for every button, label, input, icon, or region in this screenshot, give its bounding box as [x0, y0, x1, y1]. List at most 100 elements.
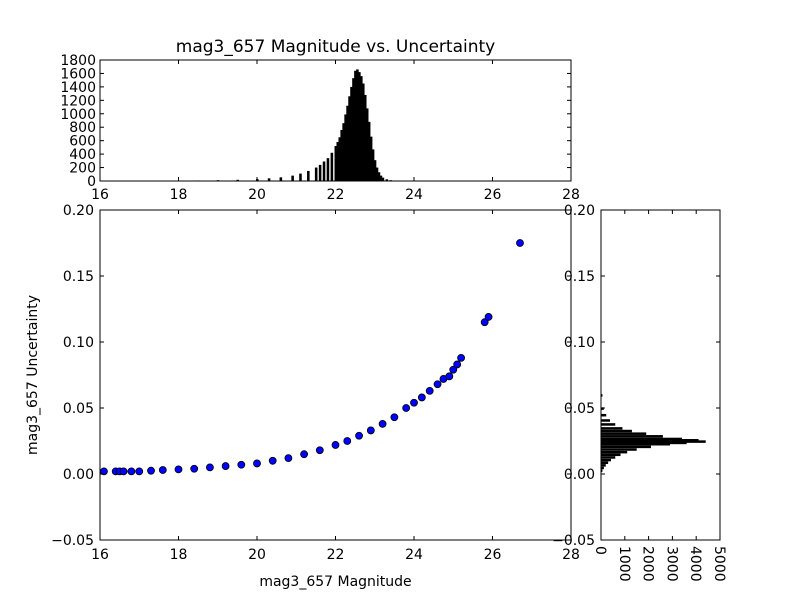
- top-x-tick-label: 28: [562, 187, 580, 203]
- scatter-point: [147, 466, 155, 475]
- top-y-tick-label: 1600: [60, 66, 96, 82]
- right-x-tick-label: 2000: [640, 546, 656, 582]
- top-histogram-bar: [340, 129, 343, 181]
- top-histogram-bar: [299, 173, 302, 181]
- right-histogram-bar: [601, 448, 637, 451]
- right-histogram-bar: [601, 435, 663, 438]
- scatter-x-tick-label: 26: [484, 547, 502, 563]
- top-histogram-bar: [358, 72, 361, 181]
- right-histogram-bar: [601, 439, 699, 442]
- x-axis-label: mag3_657 Magnitude: [259, 574, 411, 590]
- right-histogram-bar: [601, 407, 604, 410]
- scatter-point: [378, 419, 387, 428]
- scatter-point: [449, 365, 458, 374]
- top-histogram-panel: 16 18 20 22 24 26 2802004006008001000120014001…: [60, 37, 580, 203]
- top-y-tick-label: 1800: [60, 53, 96, 69]
- top-histogram-bar: [342, 123, 345, 181]
- chart-title: mag3_657 Magnitude vs. Uncertainty: [176, 37, 495, 57]
- right-y-tick-label: 0.10: [564, 335, 595, 351]
- scatter-y-tick-label: 0.20: [63, 203, 94, 219]
- scatter-point: [366, 426, 375, 435]
- top-histogram-bar: [338, 137, 342, 181]
- scatter-point: [453, 360, 462, 369]
- right-histogram-panel: −0.05 0.00 0.05 0.10 0.15 0.20 0 1000 2000 3000 40…: [552, 203, 727, 582]
- scatter-x-tick-label: 22: [327, 547, 345, 563]
- scatter-point: [268, 456, 277, 465]
- top-histogram-bar: [377, 172, 381, 181]
- right-histogram-bar: [601, 437, 682, 441]
- right-histogram-bar: [601, 440, 706, 443]
- top-histogram-bar: [346, 105, 349, 181]
- scatter-point: [205, 463, 214, 472]
- top-y-tick-label: 800: [69, 120, 96, 136]
- top-y-tick-label: 1400: [60, 80, 96, 96]
- right-histogram-bar: [601, 394, 603, 397]
- top-histogram-bar: [369, 136, 373, 181]
- top-histogram-bar: [314, 167, 318, 181]
- scatter-point: [284, 454, 293, 463]
- scatter-point: [253, 459, 261, 468]
- right-histogram-bar: [601, 427, 623, 430]
- right-histogram-bar: [601, 419, 611, 422]
- right-axes-frame: [600, 209, 721, 541]
- right-y-tick-label: 0.05: [564, 401, 595, 417]
- top-y-tick-label: 1200: [60, 93, 96, 109]
- y-axis-label: mag3_657 Uncertainty: [25, 295, 41, 455]
- top-histogram-bar: [379, 175, 383, 181]
- scatter-plot-background: [100, 210, 571, 540]
- scatter-point: [343, 437, 352, 445]
- top-histogram-bar: [350, 86, 353, 181]
- scatter-point: [190, 464, 199, 473]
- top-histogram-bar: [367, 121, 371, 181]
- top-histogram-bar: [360, 76, 363, 181]
- top-x-tick-label: 26: [484, 187, 502, 203]
- scatter-x-tick-label: 28: [562, 547, 580, 563]
- top-y-tick-label: 1000: [60, 107, 96, 123]
- scatter-point: [457, 353, 466, 362]
- top-histogram-bar: [318, 164, 322, 181]
- top-histogram-bar: [356, 69, 359, 181]
- scatter-point: [135, 467, 144, 476]
- right-histogram-bar: [601, 432, 647, 435]
- scatter-point: [445, 372, 454, 381]
- top-y-tick-label: 200: [69, 161, 96, 177]
- top-histogram-bar: [381, 177, 385, 181]
- right-x-tick-label: 5000: [711, 546, 727, 582]
- top-x-tick-label: 20: [248, 187, 266, 203]
- scatter-x-tick-label: 24: [405, 547, 423, 563]
- scatter-point: [402, 404, 411, 412]
- right-x-tick-label: 1000: [616, 546, 632, 582]
- scatter-point: [237, 460, 246, 469]
- top-histogram-bar: [371, 149, 375, 181]
- top-histogram-bar: [361, 83, 365, 181]
- scatter-point: [119, 467, 128, 476]
- right-histogram-bar: [601, 423, 616, 426]
- scatter-point: [484, 313, 493, 321]
- top-histogram-bar: [279, 177, 283, 181]
- top-histogram-bar: [330, 152, 334, 181]
- scatter-point: [158, 466, 167, 474]
- right-histogram-bar: [601, 458, 611, 462]
- scatter-point: [390, 413, 399, 422]
- right-x-tick-label: 3000: [663, 546, 679, 582]
- scatter-y-tick-label: 0.00: [63, 467, 94, 483]
- top-histogram-bar: [326, 158, 330, 181]
- top-histogram-bar: [307, 170, 310, 181]
- top-histogram-bar: [267, 178, 271, 181]
- scatter-x-tick-label: 20: [248, 547, 266, 563]
- top-y-tick-label: 600: [69, 134, 96, 150]
- right-histogram-bar: [601, 461, 609, 464]
- right-x-tick-label: 4000: [687, 546, 703, 582]
- scatter-panel: 16 18 20 22 24 26 28 −0.05 0.00 0.05 0.10 0.15 0.20 m…: [25, 203, 580, 590]
- right-histogram-bar: [601, 429, 632, 433]
- right-histogram-bar: [601, 450, 628, 454]
- top-histogram-bar: [334, 146, 338, 181]
- right-y-tick-label: 0.15: [564, 269, 595, 285]
- top-histogram-bar: [348, 96, 351, 181]
- right-histogram-bar: [601, 464, 606, 467]
- scatter-point: [433, 380, 442, 389]
- top-histogram-bar: [336, 142, 340, 181]
- scatter-point: [300, 450, 309, 459]
- scatter-point: [410, 398, 418, 407]
- scatter-point: [221, 462, 230, 470]
